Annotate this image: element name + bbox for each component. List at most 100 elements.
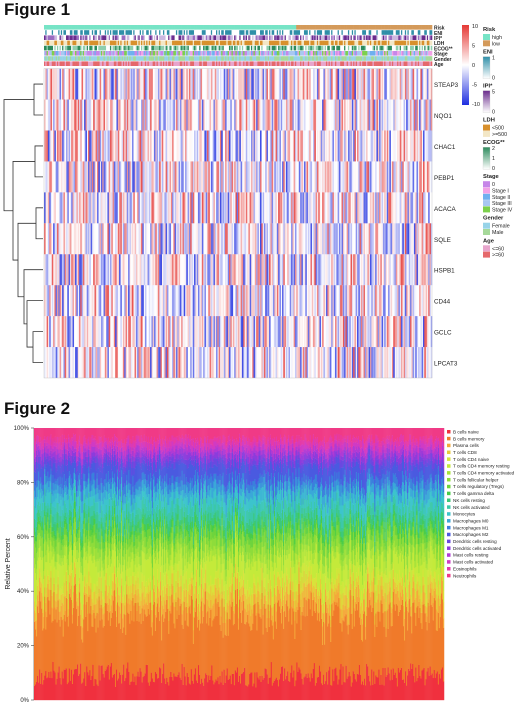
heatmap-cell bbox=[271, 99, 274, 131]
annotation-cell bbox=[162, 51, 165, 56]
heatmap-cell bbox=[157, 316, 160, 348]
heatmap-cell bbox=[104, 161, 107, 193]
annotation-cell bbox=[183, 35, 186, 40]
heatmap-cell bbox=[122, 223, 125, 255]
annotation-cell bbox=[430, 45, 433, 51]
heatmap-cell bbox=[200, 161, 203, 193]
annotation-cell bbox=[134, 56, 137, 61]
annotation-cell bbox=[407, 61, 410, 66]
annotation-cell bbox=[385, 25, 388, 30]
heatmap-cell bbox=[247, 285, 249, 317]
annotation-cell bbox=[128, 61, 130, 66]
annotation-cell bbox=[172, 61, 174, 66]
annotation-cell bbox=[394, 45, 397, 51]
heatmap-cell bbox=[126, 161, 129, 193]
heatmap-cell bbox=[150, 99, 152, 131]
heatmap-cell bbox=[395, 254, 398, 286]
heatmap-cell bbox=[375, 223, 377, 255]
heatmap-cell bbox=[344, 192, 346, 224]
heatmap-cell bbox=[292, 285, 294, 317]
annotation-cell bbox=[238, 56, 240, 61]
annotation-cell bbox=[294, 61, 297, 66]
annotation-cell bbox=[362, 30, 364, 35]
annotation-cell bbox=[51, 40, 54, 46]
heatmap-cell bbox=[91, 192, 94, 224]
annotation-cell bbox=[115, 51, 117, 56]
annotation-cell bbox=[169, 30, 172, 35]
annotation-cell bbox=[285, 51, 288, 56]
annotation-cell bbox=[76, 61, 78, 66]
heatmap-cell bbox=[115, 285, 117, 317]
annotation-cell bbox=[94, 40, 97, 46]
heatmap-cell bbox=[129, 285, 131, 317]
annotation-cell bbox=[344, 35, 346, 40]
annotation-cell bbox=[67, 45, 69, 51]
heatmap-cell bbox=[214, 254, 217, 286]
annotation-cell bbox=[73, 56, 76, 61]
annotation-cell bbox=[65, 45, 68, 51]
heatmap-cell bbox=[298, 254, 301, 286]
annotation-cell bbox=[50, 56, 53, 61]
annotation-cell bbox=[428, 25, 430, 30]
heatmap-cell bbox=[93, 130, 95, 162]
annotation-cell bbox=[223, 51, 226, 56]
heatmap-cell bbox=[367, 68, 369, 100]
annotation-cell bbox=[199, 40, 201, 46]
annotation-cell bbox=[283, 45, 285, 51]
annotation-cell bbox=[138, 61, 141, 66]
annotation-cell bbox=[319, 30, 322, 35]
annotation-cell bbox=[367, 30, 369, 35]
heatmap-cell bbox=[139, 285, 142, 317]
heatmap-cell bbox=[257, 99, 259, 131]
annotation-cell bbox=[210, 51, 213, 56]
annotation-cell bbox=[254, 45, 257, 51]
annotation-cell bbox=[160, 61, 162, 66]
annotation-cell bbox=[307, 30, 310, 35]
annotation-cell bbox=[225, 30, 227, 35]
heatmap-cell bbox=[279, 223, 281, 255]
heatmap-cell bbox=[59, 68, 62, 100]
annotation-cell bbox=[372, 45, 375, 51]
heatmap-cell bbox=[356, 68, 359, 100]
heatmap-cell bbox=[333, 99, 336, 131]
annotation-cell bbox=[294, 51, 297, 56]
heatmap-cell bbox=[222, 285, 225, 317]
annotation-cell bbox=[116, 45, 119, 51]
annotation-cell bbox=[53, 51, 55, 56]
heatmap-cell bbox=[307, 285, 310, 317]
heatmap-cell bbox=[421, 223, 424, 255]
heatmap-cell bbox=[393, 161, 395, 193]
heatmap-cell bbox=[430, 99, 433, 131]
annotation-cell bbox=[331, 61, 333, 66]
annotation-cell bbox=[103, 61, 106, 66]
annotation-cell bbox=[144, 51, 147, 56]
annotation-cell bbox=[329, 56, 332, 61]
heatmap-cell bbox=[276, 254, 279, 286]
heatmap-cell bbox=[235, 254, 238, 286]
heatmap-cell bbox=[125, 254, 128, 286]
annotation-cell bbox=[314, 45, 316, 51]
annotation-cell bbox=[227, 51, 230, 56]
heatmap-cell bbox=[173, 161, 175, 193]
annotation-cell bbox=[168, 25, 170, 30]
annotation-cell bbox=[341, 25, 344, 30]
annotation-cell bbox=[111, 45, 113, 51]
annotation-cell bbox=[175, 25, 178, 30]
annotation-cell bbox=[253, 35, 256, 40]
heatmap-cell bbox=[302, 130, 305, 162]
heatmap-cell bbox=[72, 285, 75, 317]
heatmap-cell bbox=[368, 161, 371, 193]
heatmap-cell bbox=[115, 68, 117, 100]
annotation-cell bbox=[129, 56, 131, 61]
heatmap-cell bbox=[152, 130, 155, 162]
annotation-cell bbox=[279, 30, 281, 35]
annotation-cell bbox=[428, 61, 430, 66]
heatmap-cell bbox=[393, 99, 395, 131]
annotation-cell bbox=[385, 40, 388, 46]
heatmap-cell bbox=[172, 99, 174, 131]
annotation-cell bbox=[73, 25, 76, 30]
annotation-cell bbox=[169, 25, 172, 30]
annotation-cell bbox=[309, 30, 311, 35]
heatmap-cell bbox=[183, 285, 186, 317]
annotation-cell bbox=[199, 61, 201, 66]
